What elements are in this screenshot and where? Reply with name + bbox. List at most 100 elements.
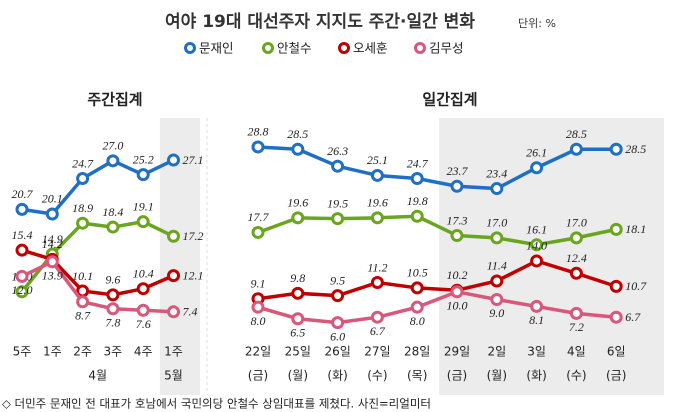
- x-tick-label: 3주: [104, 345, 123, 359]
- data-point: [331, 289, 345, 303]
- data-point: [136, 282, 150, 296]
- data-point: [167, 153, 180, 167]
- legend-label: 안철수: [277, 41, 312, 56]
- value-label: 15.4: [12, 228, 33, 242]
- data-point: [15, 243, 29, 257]
- value-label: 9.0: [489, 306, 504, 320]
- value-label: 6.7: [370, 324, 386, 338]
- x-sub-label: (금): [248, 369, 268, 383]
- value-label: 9.1: [251, 276, 266, 290]
- value-label: 7.4: [183, 305, 198, 319]
- data-point: [291, 286, 305, 300]
- data-point: [370, 168, 384, 182]
- x-tick-label: 1주: [43, 345, 62, 359]
- x-sub-label: (목): [407, 369, 427, 383]
- value-label: 6.7: [625, 310, 641, 324]
- data-point: [106, 154, 120, 168]
- x-tick-label: 2일: [487, 345, 506, 359]
- data-point: [490, 292, 504, 306]
- value-label: 8.7: [75, 309, 91, 323]
- value-label: 18.1: [625, 222, 646, 236]
- data-point: [410, 172, 424, 186]
- legend-marker: [262, 42, 274, 54]
- value-label: 19.1: [133, 199, 154, 213]
- data-point: [410, 209, 424, 223]
- value-label: 10.1: [72, 269, 93, 283]
- value-label: 8.1: [529, 313, 544, 327]
- data-point: [136, 303, 150, 317]
- value-label: 18.4: [102, 205, 123, 219]
- value-label: 19.8: [407, 194, 428, 208]
- x-group-label: 5월: [164, 369, 183, 383]
- legend-label: 김무성: [429, 41, 464, 56]
- data-point: [167, 229, 180, 243]
- data-point: [76, 295, 90, 309]
- value-label: 14.2: [42, 237, 63, 251]
- value-label: 8.0: [251, 314, 266, 328]
- x-sub-label: (수): [367, 369, 387, 383]
- value-label: 14.9: [42, 232, 63, 246]
- data-point: [490, 231, 504, 245]
- data-point: [609, 310, 623, 324]
- value-label: 23.7: [447, 164, 469, 178]
- data-point: [291, 142, 305, 156]
- value-label: 17.3: [447, 213, 468, 227]
- data-point: [490, 274, 504, 288]
- value-label: 8.0: [410, 314, 425, 328]
- data-point: [609, 222, 623, 236]
- panel-title: 주간집계: [87, 91, 142, 109]
- value-label: 20.7: [12, 187, 34, 201]
- data-point: [76, 172, 90, 186]
- data-point: [251, 300, 265, 314]
- data-point: [15, 285, 29, 299]
- data-point: [331, 212, 345, 226]
- x-tick-label: 29일: [444, 345, 470, 359]
- value-label: 25.2: [133, 152, 154, 166]
- data-point: [136, 168, 150, 182]
- x-tick-label: 4일: [567, 345, 586, 359]
- data-point: [45, 255, 59, 269]
- value-label: 16.1: [526, 223, 547, 237]
- value-label: 17.0: [486, 216, 507, 230]
- data-point: [251, 140, 265, 154]
- value-label: 7.6: [136, 317, 151, 331]
- data-point: [136, 215, 150, 229]
- value-label: 26.1: [526, 145, 547, 159]
- data-point: [167, 305, 180, 319]
- x-tick-label: 4주: [134, 345, 153, 359]
- value-label: 19.5: [327, 196, 348, 210]
- value-label: 17.2: [183, 229, 204, 243]
- value-label: 19.6: [287, 196, 308, 210]
- value-label: 11.4: [487, 259, 507, 273]
- data-point: [609, 279, 623, 293]
- data-point: [450, 229, 464, 243]
- x-sub-label: (월): [288, 369, 308, 383]
- value-label: 13.9: [42, 268, 63, 282]
- value-label: 17.7: [248, 210, 270, 224]
- legend-marker: [414, 42, 426, 54]
- value-label: 24.7: [407, 156, 429, 170]
- chart-title: 여야 19대 대선주자 지지도 주간·일간 변화: [165, 12, 475, 32]
- x-sub-label: (월): [487, 369, 507, 383]
- value-label: 23.4: [486, 166, 507, 180]
- data-point: [291, 211, 305, 225]
- data-point: [45, 207, 59, 221]
- data-point: [450, 285, 464, 299]
- value-label: 25.1: [367, 153, 388, 167]
- x-tick-label: 28일: [404, 345, 430, 359]
- value-label: 10.4: [133, 266, 154, 280]
- data-point: [530, 161, 544, 175]
- legend-marker: [184, 42, 196, 54]
- data-point: [569, 306, 583, 320]
- data-point: [106, 288, 120, 302]
- data-point: [569, 266, 583, 280]
- data-point: [450, 179, 464, 193]
- data-point: [291, 312, 305, 326]
- data-point: [331, 159, 345, 173]
- data-point: [15, 202, 29, 216]
- x-tick-label: 27일: [364, 345, 390, 359]
- x-group-label: 4월: [88, 369, 107, 383]
- data-point: [331, 316, 345, 330]
